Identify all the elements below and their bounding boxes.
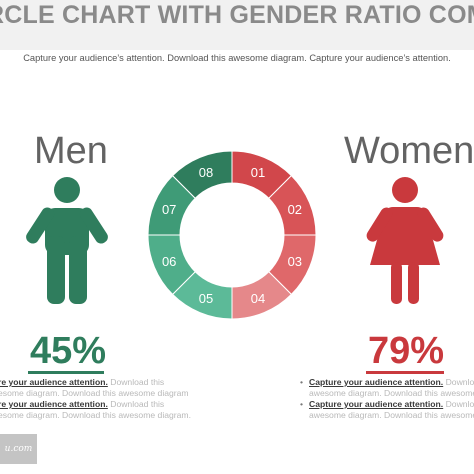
- women-percent-underline: [366, 371, 444, 374]
- slide-title: RCLE CHART WITH GENDER RATIO COMPARISO: [0, 1, 474, 29]
- ring-segment-label: 03: [288, 254, 302, 269]
- women-text-line: awesome diagram. Download this awesome: [309, 388, 474, 398]
- men-percent-underline: [28, 371, 104, 374]
- women-text-line: • Capture your audience attention. Downlo…: [300, 377, 474, 387]
- men-text-line: esome diagram. Download this awesome dia…: [0, 410, 191, 420]
- men-text-line: esome diagram. Download this awesome dia…: [0, 388, 189, 398]
- women-text-line: awesome diagram. Download this awesome d…: [309, 410, 474, 420]
- women-text-line: • Capture your audience attention. Downlo: [300, 399, 474, 409]
- women-label: Women: [344, 130, 474, 172]
- men-text-line: re your audience attention. Download thi…: [0, 399, 165, 409]
- ring-segment-label: 07: [162, 202, 176, 217]
- logo: u.com: [0, 434, 37, 464]
- ring-segment-label: 05: [199, 291, 213, 306]
- ring-segment-label: 01: [251, 165, 265, 180]
- title-bar: RCLE CHART WITH GENDER RATIO COMPARISO: [0, 0, 474, 50]
- ring-segment-label: 04: [251, 291, 265, 306]
- ring-segment-label: 08: [199, 165, 213, 180]
- ring-segment-08: [171, 150, 233, 199]
- ring-segment-label: 02: [288, 202, 302, 217]
- men-label: Men: [34, 130, 108, 172]
- men-text-line: re your audience attention. Download thi…: [0, 377, 165, 387]
- gender-ratio-ring: 01 02 03 04 05 06 07 08: [147, 150, 317, 320]
- male-person-icon: [26, 177, 108, 304]
- men-percent: 45%: [30, 330, 107, 372]
- female-person-icon: [366, 177, 444, 304]
- slide-subtitle: Capture your audience’s attention. Downl…: [23, 53, 451, 63]
- ring-segment-label: 06: [162, 254, 176, 269]
- women-percent: 79%: [368, 330, 445, 372]
